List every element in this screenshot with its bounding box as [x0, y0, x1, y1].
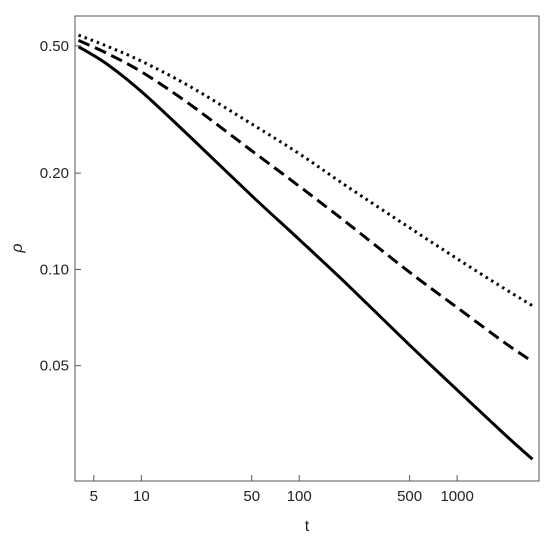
x-tick-label: 1000 — [440, 488, 473, 505]
series-layer — [77, 33, 534, 461]
series-line-dotted — [77, 33, 534, 308]
y-tick-label: 0.05 — [40, 358, 69, 375]
x-tick-label: 5 — [90, 488, 98, 505]
y-axis-label: ρ — [9, 243, 26, 253]
x-axis-label: t — [305, 518, 310, 535]
y-tick-label: 0.20 — [40, 165, 69, 182]
series-line-dashed — [77, 39, 534, 363]
x-tick-label: 50 — [243, 488, 260, 505]
x-tick-label: 100 — [287, 488, 312, 505]
y-tick-label: 0.10 — [40, 261, 69, 278]
series-line-solid — [77, 45, 534, 461]
plot-frame — [74, 15, 540, 482]
y-tick-label: 0.50 — [40, 38, 69, 55]
x-tick-label: 10 — [133, 488, 150, 505]
x-tick-label: 500 — [397, 488, 422, 505]
y-axis-ticks: 0.05 0.10 0.20 0.50 — [40, 38, 81, 375]
x-axis-ticks: 5 10 50 100 500 1000 — [90, 475, 474, 505]
